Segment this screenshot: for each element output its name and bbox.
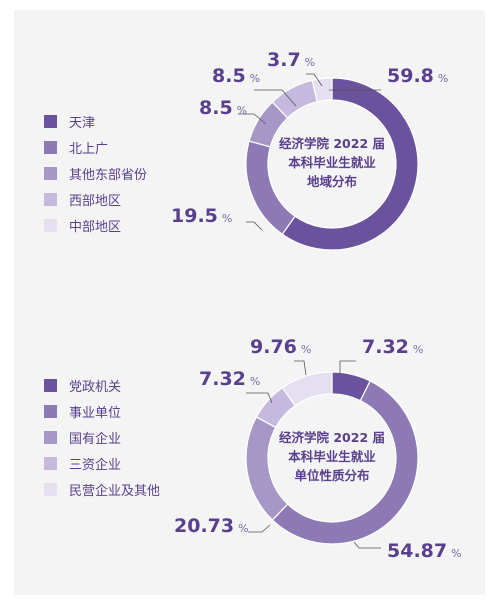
legend-swatch bbox=[44, 192, 57, 206]
legend-region: 天津北上广其他东部省份 西部地区中部地区 bbox=[44, 108, 147, 238]
legend-label: 党政机关 bbox=[69, 379, 122, 395]
leader-line bbox=[246, 221, 263, 231]
data-label: 8.5% bbox=[199, 97, 247, 119]
chart-title-line: 本科毕业生就业 bbox=[288, 449, 376, 464]
data-label: 8.5% bbox=[212, 65, 260, 87]
legend-item: 其他东部省份 bbox=[44, 160, 147, 186]
legend-label: 国有企业 bbox=[69, 431, 122, 447]
legend-swatch bbox=[44, 482, 57, 496]
leader-line bbox=[339, 360, 356, 374]
legend-swatch bbox=[44, 430, 57, 444]
chart-title-line: 单位性质分布 bbox=[294, 468, 370, 483]
legend-label: 西部地区 bbox=[69, 193, 122, 209]
legend-swatch bbox=[44, 114, 57, 128]
donut-chart-2: 7.32 % 54.87 % 20.73 % 7.32 % 9.76 % 经济学院 2022 届本科… bbox=[174, 336, 462, 562]
donut-chart-1: 59.8 % 19.5 % 8.5 % 8.5 % 3.7 % 经济学院 2022 届本科毕业生就业… bbox=[171, 49, 448, 251]
donut-slice bbox=[311, 77, 333, 103]
data-label: 19.5% bbox=[171, 205, 232, 227]
legend-item: 国有企业 bbox=[44, 424, 160, 450]
legend-item: 西部地区 bbox=[44, 186, 147, 212]
legend-unit-type: 党政机关事业单位国有企业三资企业民营企业及其他 bbox=[44, 372, 160, 502]
legend-label: 中部地区 bbox=[69, 219, 122, 235]
legend-swatch bbox=[44, 166, 57, 180]
chart-title-line: 经济学院 2022 届 bbox=[279, 136, 385, 151]
leader-line bbox=[294, 360, 307, 376]
chart-title-line: 本科毕业生就业 bbox=[288, 155, 376, 170]
data-label: 9.76% bbox=[250, 336, 311, 358]
legend-item: 事业单位 bbox=[44, 398, 160, 424]
legend-label: 民营企业及其他 bbox=[69, 483, 161, 499]
legend-item: 北上广 bbox=[44, 134, 147, 160]
infographic-canvas: 天津北上广其他东部省份 西部地区中部地区 党政机关事业单位国有企业三资企业民营企业… bbox=[14, 10, 485, 595]
leader-line bbox=[353, 541, 381, 549]
legend-item: 民营企业及其他 bbox=[44, 476, 160, 502]
legend-swatch bbox=[44, 456, 57, 470]
legend-item: 中部地区 bbox=[44, 212, 147, 238]
leader-line bbox=[248, 524, 271, 533]
legend-swatch bbox=[44, 140, 57, 154]
legend-label: 事业单位 bbox=[69, 405, 122, 421]
data-label: 20.73% bbox=[174, 515, 249, 537]
donut-charts: 59.8 % 19.5 % 8.5 % 8.5 % 3.7 % 经济学院 2022 届本科毕业生就业… bbox=[171, 49, 462, 562]
leader-line bbox=[306, 73, 323, 87]
leader-line bbox=[254, 89, 297, 107]
legend-swatch bbox=[44, 218, 57, 232]
legend-item: 天津 bbox=[44, 108, 147, 134]
legend-swatch bbox=[44, 378, 57, 392]
legend-label: 三资企业 bbox=[69, 457, 122, 473]
donut-slice bbox=[281, 77, 419, 251]
data-label: 3.7% bbox=[267, 49, 315, 71]
legend-swatch bbox=[44, 404, 57, 418]
data-label: 7.32% bbox=[199, 368, 260, 390]
legend-label: 其他东部省份 bbox=[69, 167, 148, 183]
legend-item: 党政机关 bbox=[44, 372, 160, 398]
legend-item: 三资企业 bbox=[44, 450, 160, 476]
leader-line bbox=[246, 392, 273, 404]
leader-line bbox=[238, 113, 267, 125]
data-label: 7.32% bbox=[362, 336, 423, 358]
donut-slice bbox=[271, 380, 419, 545]
chart-title-line: 经济学院 2022 届 bbox=[279, 430, 385, 445]
data-label: 54.87% bbox=[387, 540, 462, 562]
donut-slice bbox=[281, 371, 333, 407]
legend-label: 北上广 bbox=[69, 141, 109, 157]
legend-label: 天津 bbox=[69, 115, 96, 131]
chart-title-line: 地域分布 bbox=[307, 174, 358, 189]
data-label: 59.8% bbox=[387, 65, 448, 87]
